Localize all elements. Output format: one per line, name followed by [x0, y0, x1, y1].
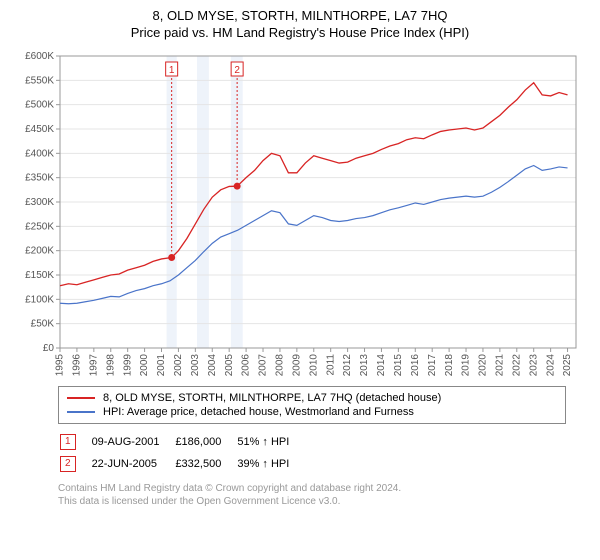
svg-text:2011: 2011 [325, 354, 336, 376]
footnote-line2: This data is licensed under the Open Gov… [58, 495, 566, 508]
annotation-date: 09-AUG-2001 [92, 432, 174, 452]
legend-swatch [67, 397, 95, 399]
svg-text:2025: 2025 [562, 354, 573, 377]
svg-text:2014: 2014 [376, 354, 387, 377]
svg-text:2003: 2003 [190, 354, 201, 377]
svg-text:2000: 2000 [139, 354, 150, 377]
svg-text:2002: 2002 [173, 354, 184, 377]
annotation-table: 1 09-AUG-2001£186,00051% ↑ HPI 2 22-JUN-200… [58, 430, 305, 476]
svg-text:2012: 2012 [342, 354, 353, 377]
annotation-row: 2 22-JUN-2005£332,50039% ↑ HPI [60, 454, 303, 474]
svg-text:£350K: £350K [25, 173, 54, 184]
svg-text:£500K: £500K [25, 100, 54, 111]
title-main: 8, OLD MYSE, STORTH, MILNTHORPE, LA7 7HQ [10, 8, 590, 23]
svg-text:2009: 2009 [291, 354, 302, 377]
annotation-row: 1 09-AUG-2001£186,00051% ↑ HPI [60, 432, 303, 452]
annotation-num: 1 [60, 434, 76, 450]
svg-text:2020: 2020 [478, 354, 489, 377]
annotation-date: 22-JUN-2005 [92, 454, 174, 474]
annotation-delta: 39% ↑ HPI [237, 454, 303, 474]
svg-text:2024: 2024 [545, 354, 556, 377]
legend-row: HPI: Average price, detached house, West… [67, 405, 557, 419]
svg-text:2008: 2008 [275, 354, 286, 377]
svg-text:1998: 1998 [105, 354, 116, 377]
svg-text:2001: 2001 [156, 354, 167, 377]
svg-text:2016: 2016 [410, 354, 421, 377]
legend-label: HPI: Average price, detached house, West… [103, 406, 414, 418]
svg-text:£550K: £550K [25, 75, 54, 86]
svg-text:£50K: £50K [31, 319, 55, 330]
svg-text:£300K: £300K [25, 197, 54, 208]
annotation-price: £186,000 [175, 432, 235, 452]
svg-text:2006: 2006 [241, 354, 252, 377]
svg-text:£100K: £100K [25, 294, 54, 305]
svg-text:£600K: £600K [25, 51, 54, 62]
svg-text:2019: 2019 [461, 354, 472, 377]
svg-text:2018: 2018 [444, 354, 455, 377]
svg-text:1996: 1996 [72, 354, 83, 377]
svg-text:2013: 2013 [359, 354, 370, 377]
svg-text:£400K: £400K [25, 148, 54, 159]
svg-text:2: 2 [234, 65, 240, 76]
svg-text:£150K: £150K [25, 270, 54, 281]
svg-text:2004: 2004 [207, 354, 218, 377]
svg-text:£200K: £200K [25, 246, 54, 257]
chart: £0 £50K £100K £150K £200K £250K £300K £350K £400… [10, 48, 590, 378]
svg-text:2023: 2023 [528, 354, 539, 377]
svg-text:2010: 2010 [308, 354, 319, 377]
svg-text:1: 1 [169, 65, 175, 76]
legend-row: 8, OLD MYSE, STORTH, MILNTHORPE, LA7 7HQ… [67, 391, 557, 405]
svg-text:2017: 2017 [427, 354, 438, 377]
svg-text:2021: 2021 [495, 354, 506, 377]
title-sub: Price paid vs. HM Land Registry's House … [10, 25, 590, 40]
legend: 8, OLD MYSE, STORTH, MILNTHORPE, LA7 7HQ… [58, 386, 566, 424]
svg-text:2015: 2015 [393, 354, 404, 377]
svg-text:£250K: £250K [25, 221, 54, 232]
chart-container: 8, OLD MYSE, STORTH, MILNTHORPE, LA7 7HQ… [0, 0, 600, 516]
svg-text:1999: 1999 [122, 354, 133, 377]
svg-text:1997: 1997 [88, 354, 99, 377]
svg-text:£450K: £450K [25, 124, 54, 135]
legend-swatch [67, 411, 95, 413]
footnote-line1: Contains HM Land Registry data © Crown c… [58, 482, 566, 495]
legend-label: 8, OLD MYSE, STORTH, MILNTHORPE, LA7 7HQ… [103, 392, 441, 404]
footnote: Contains HM Land Registry data © Crown c… [58, 482, 566, 508]
svg-text:2007: 2007 [258, 354, 269, 377]
svg-text:1995: 1995 [55, 354, 66, 377]
svg-text:2022: 2022 [511, 354, 522, 377]
chart-svg: £0 £50K £100K £150K £200K £250K £300K £350K £400… [10, 48, 590, 378]
annotation-price: £332,500 [175, 454, 235, 474]
svg-text:£0: £0 [43, 343, 55, 354]
svg-text:2005: 2005 [224, 354, 235, 377]
annotation-delta: 51% ↑ HPI [237, 432, 303, 452]
annotation-num: 2 [60, 456, 76, 472]
